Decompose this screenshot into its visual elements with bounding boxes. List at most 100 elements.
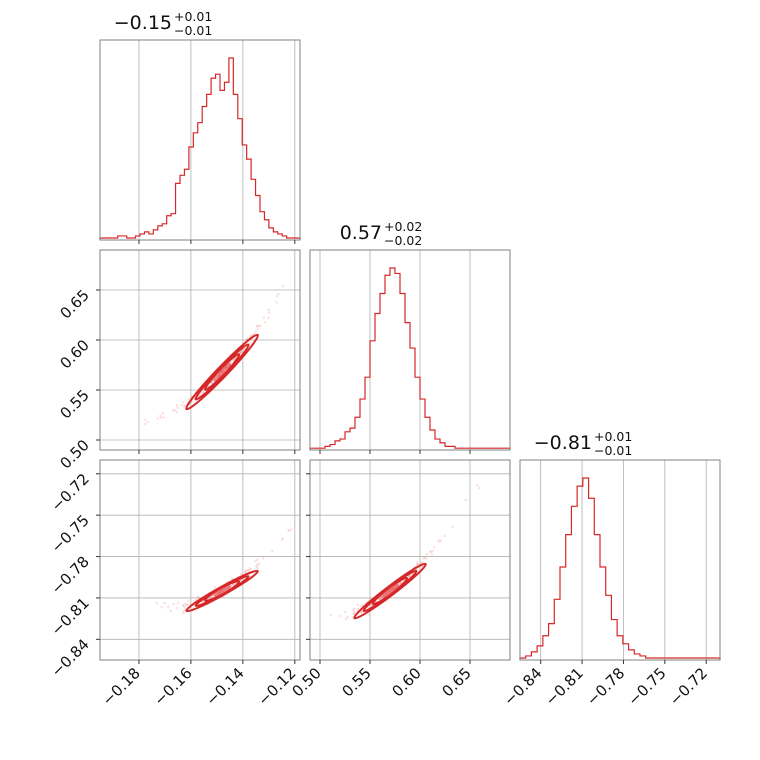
title-value: 0.57: [340, 222, 382, 244]
scatter-panel-0-1: 0.50 0.55 0.60 0.65: [56, 249, 301, 472]
sample-point: [353, 611, 356, 614]
sample-point: [339, 614, 342, 618]
density-contour: [213, 362, 231, 382]
x-tick-label: −0.72: [666, 664, 711, 709]
x-tick-label: −0.18: [99, 664, 144, 709]
x-tick-label: −0.16: [151, 664, 196, 709]
sample-point: [428, 550, 432, 553]
sample-point: [196, 595, 200, 599]
histogram-panel-2: −0.81 +0.01−0.01: [519, 429, 721, 664]
sample-point: [464, 499, 467, 502]
sample-point: [288, 529, 291, 532]
sample-point: [232, 358, 236, 361]
sample-point: [353, 610, 356, 613]
sample-point: [275, 295, 279, 298]
sample-point: [259, 324, 262, 328]
sample-point: [443, 534, 447, 538]
sample-point: [239, 350, 242, 354]
sample-point: [249, 334, 252, 338]
sample-point: [163, 601, 166, 605]
sample-point: [171, 409, 175, 412]
sample-point: [398, 583, 401, 587]
sample-point: [183, 404, 187, 407]
sample-point: [439, 539, 442, 543]
sample-point: [281, 537, 285, 540]
sample-point: [438, 539, 441, 542]
sample-point: [256, 328, 260, 331]
sample-point: [252, 332, 256, 336]
density-contour: [185, 333, 259, 411]
title-lower-error: −0.01: [594, 443, 632, 458]
sample-point: [197, 596, 200, 599]
density-contour: [381, 584, 399, 598]
sample-point: [248, 341, 252, 345]
sample-point: [250, 338, 253, 342]
sample-point: [244, 569, 248, 573]
sample-point: [267, 308, 270, 312]
sample-point: [344, 611, 347, 614]
sample-point: [143, 418, 147, 421]
density-contour: [185, 569, 259, 613]
sample-point: [282, 285, 285, 288]
y-tick-label: −0.84: [48, 635, 93, 680]
sample-point: [239, 572, 243, 576]
sample-point: [263, 321, 267, 324]
sample-point: [353, 607, 356, 610]
sample-point: [160, 606, 163, 609]
y-tick-label: −0.75: [48, 511, 93, 556]
panel-frame: [519, 459, 721, 661]
sample-point: [351, 608, 355, 612]
sample-point: [290, 528, 293, 531]
sample-point: [194, 598, 198, 601]
sample-point: [256, 325, 259, 329]
sample-point: [261, 557, 265, 560]
sample-point: [210, 595, 213, 599]
sample-point: [256, 565, 259, 568]
sample-point: [378, 597, 381, 601]
sample-point: [172, 602, 175, 606]
sample-point: [248, 567, 251, 570]
sample-point: [240, 350, 243, 354]
sample-point: [262, 316, 265, 320]
sample-point: [167, 605, 170, 609]
sample-point: [162, 416, 165, 419]
sample-point: [429, 550, 432, 554]
sample-point: [187, 397, 191, 401]
sample-point: [416, 562, 419, 566]
sample-point: [425, 557, 428, 560]
sample-point: [213, 585, 216, 589]
sample-point: [247, 569, 251, 572]
sample-point: [257, 324, 261, 327]
sample-point: [432, 545, 436, 549]
panel-frame: [309, 249, 511, 451]
sample-point: [244, 569, 247, 572]
panel-frame: [99, 249, 301, 451]
sample-point: [181, 604, 184, 607]
sample-point: [246, 568, 249, 572]
x-tick-label: 0.50: [288, 664, 324, 700]
title-lower-error: −0.01: [174, 23, 212, 38]
x-tick-label: 0.55: [338, 664, 374, 700]
sample-point: [239, 351, 242, 354]
sample-point: [201, 390, 204, 394]
sample-point: [156, 417, 160, 420]
sample-point: [431, 549, 435, 553]
sample-point: [181, 401, 185, 404]
sample-point: [175, 410, 178, 414]
sample-point: [416, 561, 419, 564]
sample-point: [182, 612, 185, 615]
sample-point: [421, 561, 424, 564]
x-tick-label: −0.78: [583, 664, 628, 709]
sample-point: [344, 617, 348, 620]
sample-point: [275, 301, 278, 304]
histogram-step-line: [519, 477, 721, 660]
sample-point: [352, 612, 355, 615]
sample-point: [239, 351, 243, 354]
y-tick-label: −0.72: [48, 470, 93, 515]
panel-frame: [309, 459, 511, 661]
sample-point: [182, 604, 186, 607]
sample-point: [280, 538, 284, 541]
sample-point: [357, 607, 360, 610]
title-upper-error: +0.01: [174, 9, 212, 24]
sample-point: [231, 359, 234, 362]
